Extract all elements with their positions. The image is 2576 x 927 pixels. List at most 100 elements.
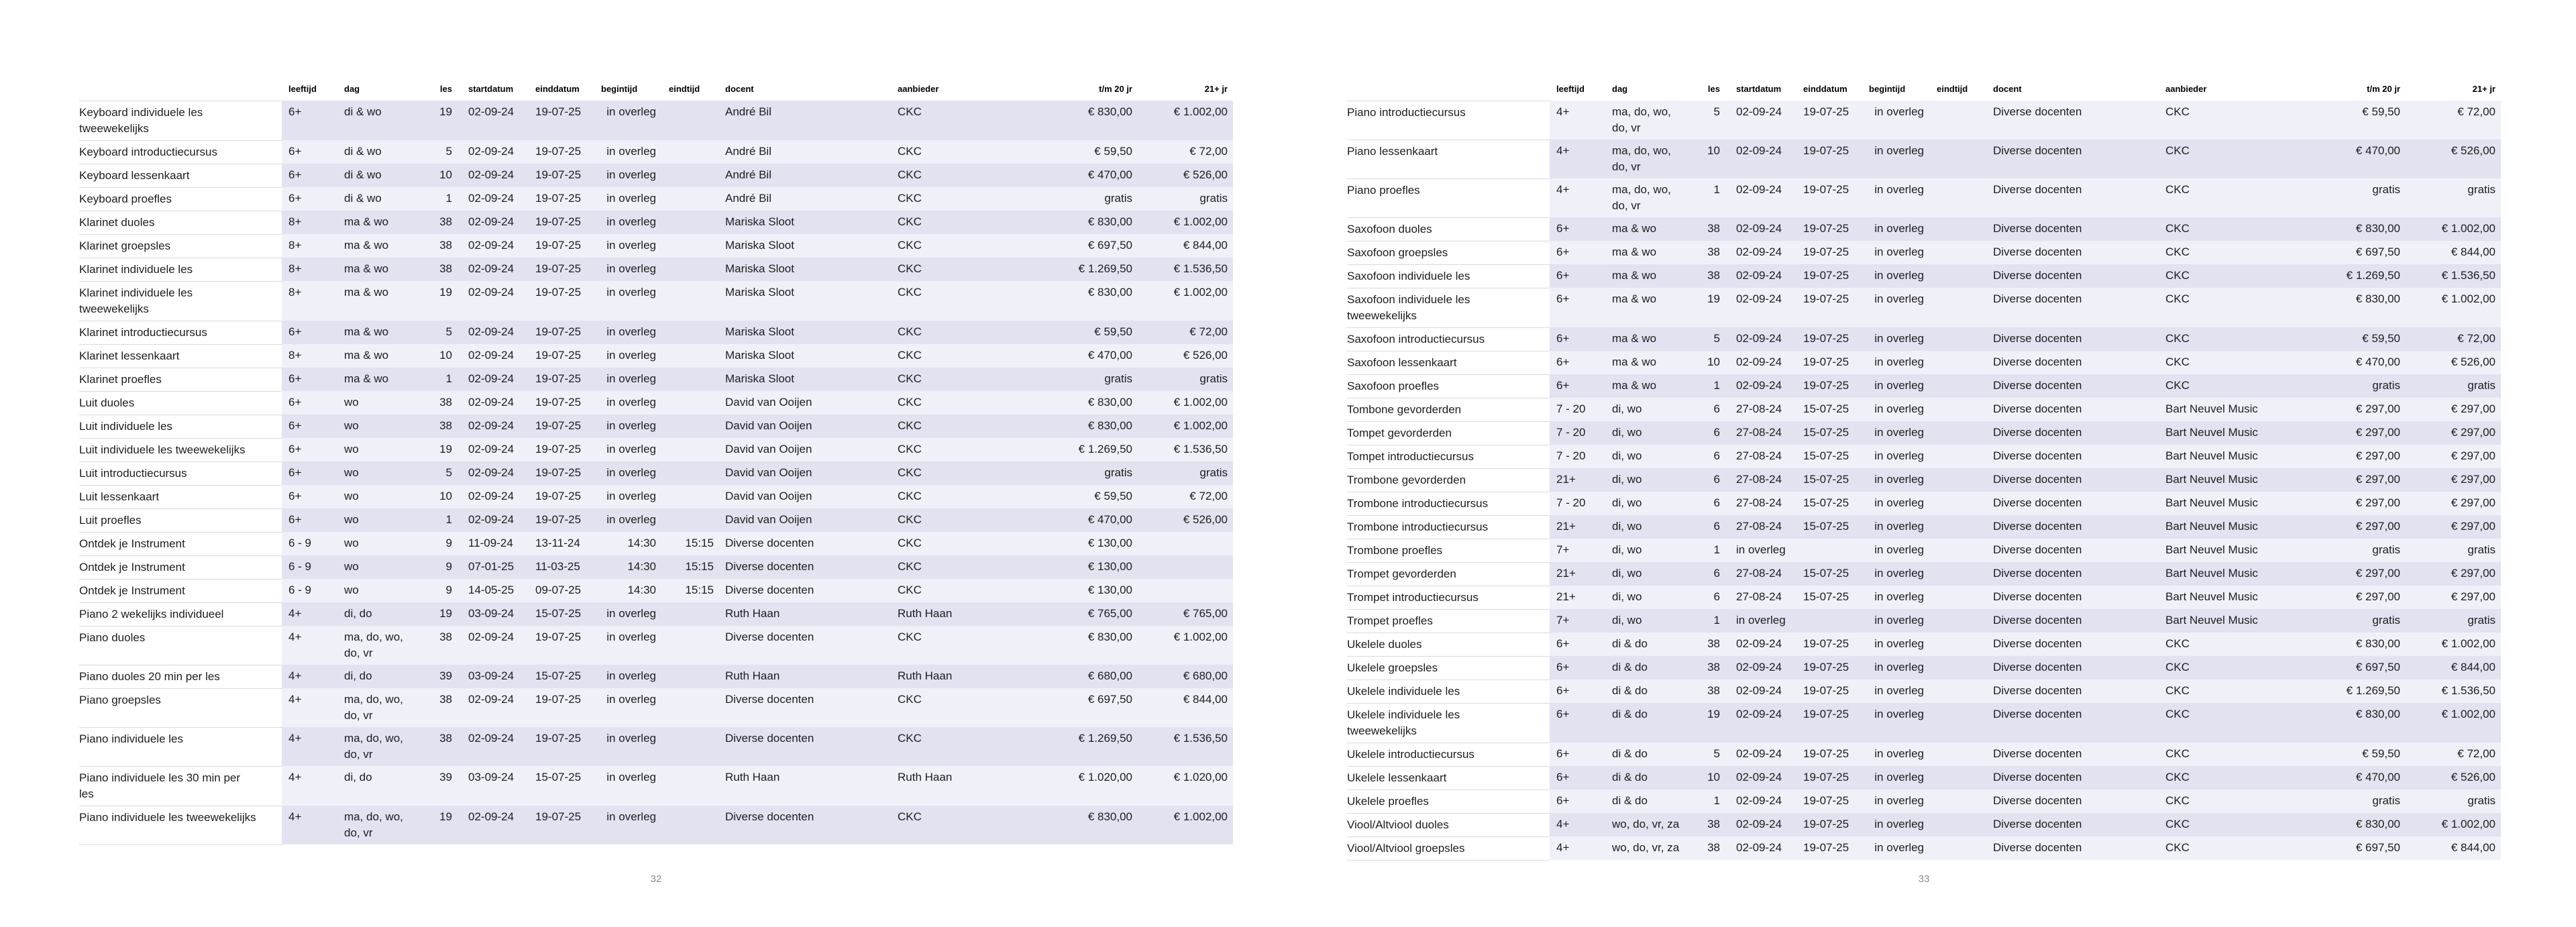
cell-startdatum: 02-09-24 (1723, 101, 1802, 140)
cell-einddatum: 19-07-25 (1802, 327, 1868, 351)
cell-course-name: Trombone gevorderden (1347, 468, 1550, 492)
cell-einddatum (1802, 539, 1868, 562)
cell-aanbieder: CKC (891, 508, 1045, 532)
cell-startdatum: 27-08-24 (1723, 492, 1802, 515)
cell-dag: di, wo (1605, 586, 1693, 609)
cell-docent: André Bil (715, 101, 891, 140)
cell-les: 19 (1693, 703, 1723, 743)
cell-aanbieder: Ruth Haan (891, 602, 1045, 626)
cell-startdatum: 02-09-24 (1723, 241, 1802, 264)
cell-einddatum: 19-07-25 (534, 211, 600, 234)
cell-begintijd: in overleg (600, 438, 657, 461)
cell-leeftijd: 7 - 20 (1550, 492, 1605, 515)
cell-eindtijd (657, 258, 715, 281)
cell-leeftijd: 4+ (282, 806, 337, 844)
cell-dag: ma & wo (337, 321, 425, 344)
cell-einddatum: 15-07-25 (1802, 515, 1868, 539)
cell-begintijd: in overleg (1868, 140, 1925, 178)
cell-eindtijd (1925, 374, 1983, 398)
cell-docent: Diverse docenten (1983, 101, 2159, 140)
cell-docent: Diverse docenten (1983, 178, 2159, 217)
cell-aanbieder: Ruth Haan (891, 665, 1045, 688)
cell-startdatum: 02-09-24 (455, 806, 534, 844)
cell-docent: Diverse docenten (1983, 789, 2159, 813)
cell-eindtijd (1925, 539, 1983, 562)
cell-les: 1 (1693, 789, 1723, 813)
cell-aanbieder: CKC (2159, 140, 2313, 178)
course-row: Saxofoon groepsles 6+ ma & wo 38 02-09-24 19-… (1347, 241, 2501, 265)
cell-docent: Diverse docenten (1983, 656, 2159, 679)
cell-leeftijd: 6+ (282, 415, 337, 438)
column-header-course-name (79, 79, 282, 101)
cell-begintijd: in overleg (1868, 789, 1925, 813)
cell-eindtijd (1925, 288, 1983, 327)
cell-leeftijd: 4+ (282, 602, 337, 626)
cell-dag: wo (337, 391, 425, 415)
cell-course-name: Luit proefles (79, 508, 282, 533)
cell-price-tm-20jr: € 59,50 (1045, 140, 1134, 164)
column-header-aanbieder: aanbieder (2165, 84, 2207, 94)
cell-docent: Diverse docenten (1983, 609, 2159, 633)
cell-eindtijd (657, 806, 715, 844)
cell-docent: David van Ooijen (715, 391, 891, 415)
cell-begintijd: in overleg (1868, 492, 1925, 515)
cell-price-tm-20jr: € 130,00 (1045, 532, 1134, 555)
column-header-begintijd: begintijd (601, 84, 638, 94)
cell-leeftijd: 6+ (1550, 374, 1605, 398)
cell-course-name: Luit introductiecursus (79, 461, 282, 486)
cell-dag: di & wo (337, 101, 425, 140)
cell-les: 6 (1693, 398, 1723, 421)
cell-startdatum: 02-09-24 (1723, 766, 1802, 789)
cell-dag: ma & wo (337, 211, 425, 234)
cell-price-tm-20jr: € 1.269,50 (1045, 258, 1134, 281)
cell-course-name: Ontdek je Instrument (79, 555, 282, 580)
cell-begintijd: 14:30 (600, 532, 657, 555)
cell-einddatum: 19-07-25 (1802, 374, 1868, 398)
cell-eindtijd (1925, 492, 1983, 515)
cell-aanbieder: CKC (891, 164, 1045, 187)
cell-docent: David van Ooijen (715, 415, 891, 438)
course-row: Luit individuele les 6+ wo 38 02-09-24 19-07-… (79, 415, 1233, 439)
cell-price-21plus-jr: gratis (2402, 609, 2501, 633)
cell-les: 38 (425, 391, 455, 415)
cell-course-name: Tombone gevorderden (1347, 398, 1550, 422)
cell-course-name: Ontdek je Instrument (79, 532, 282, 556)
cell-price-tm-20jr: € 59,50 (2313, 743, 2402, 766)
cell-eindtijd (657, 626, 715, 665)
cell-startdatum: 11-09-24 (455, 532, 534, 555)
cell-les: 38 (1693, 813, 1723, 836)
course-row: Ukelele individuele les tweewekelijks 6+ d… (1347, 703, 2501, 743)
cell-price-21plus-jr: € 1.002,00 (1134, 391, 1233, 415)
header-row: leeftijd dag les startdatum einddatum beginti… (1347, 79, 2501, 101)
cell-begintijd: in overleg (1868, 327, 1925, 351)
cell-price-21plus-jr: € 526,00 (2402, 351, 2501, 374)
cell-course-name: Ukelele groepsles (1347, 656, 1550, 680)
cell-les: 1 (425, 187, 455, 211)
cell-eindtijd (657, 140, 715, 164)
cell-dag: di, wo (1605, 445, 1693, 468)
cell-docent: Diverse docenten (1983, 703, 2159, 743)
course-row: Tombone gevorderden 7 - 20 di, wo 6 27-08-24… (1347, 398, 2501, 422)
course-row: Ukelele individuele les 6+ di & do 38 02-09-… (1347, 679, 2501, 704)
cell-einddatum: 19-07-25 (1802, 351, 1868, 374)
cell-eindtijd (1925, 789, 1983, 813)
cell-price-tm-20jr: € 697,50 (1045, 688, 1134, 727)
cell-einddatum: 19-07-25 (1802, 703, 1868, 743)
cell-les: 38 (425, 211, 455, 234)
cell-docent: David van Ooijen (715, 438, 891, 461)
cell-begintijd: in overleg (600, 101, 657, 140)
cell-einddatum: 19-07-25 (534, 321, 600, 344)
cell-aanbieder: CKC (2159, 327, 2313, 351)
cell-les: 10 (1693, 351, 1723, 374)
cell-course-name: Piano introductiecursus (1347, 101, 1550, 140)
cell-begintijd: in overleg (600, 391, 657, 415)
cell-course-name: Tompet gevorderden (1347, 421, 1550, 445)
cell-begintijd: in overleg (600, 727, 657, 766)
cell-eindtijd (1925, 656, 1983, 679)
cell-einddatum: 19-07-25 (534, 508, 600, 532)
cell-leeftijd: 6+ (282, 461, 337, 485)
cell-einddatum: 19-07-25 (534, 368, 600, 391)
cell-aanbieder: CKC (891, 461, 1045, 485)
cell-course-name: Trompet gevorderden (1347, 562, 1550, 586)
cell-einddatum: 19-07-25 (534, 344, 600, 368)
